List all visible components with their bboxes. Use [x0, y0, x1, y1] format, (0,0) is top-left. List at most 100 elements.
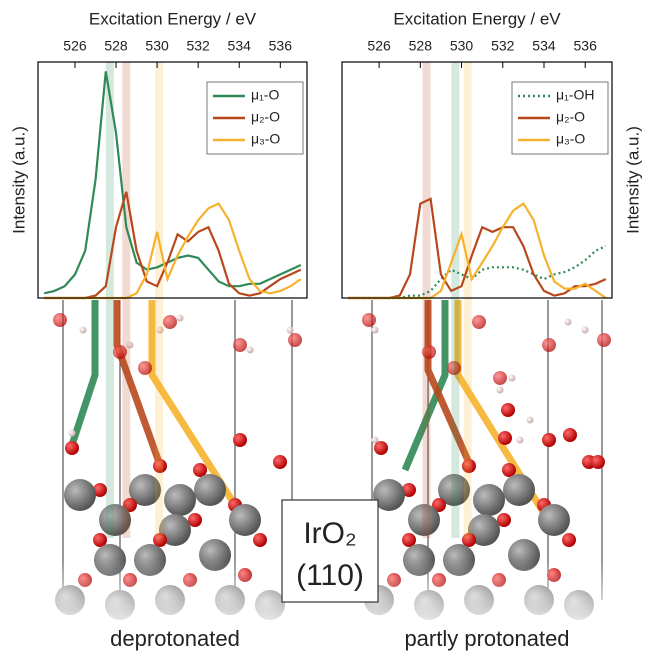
atom	[153, 459, 167, 473]
atom	[447, 361, 461, 375]
legend-label: μ₁-OH	[556, 87, 594, 103]
atom	[188, 513, 202, 527]
atom	[508, 374, 516, 382]
atom	[129, 474, 161, 506]
atom	[288, 333, 302, 347]
atom	[126, 341, 134, 349]
x-tick-label: 528	[409, 38, 433, 54]
atom	[562, 533, 576, 547]
series-line	[43, 71, 302, 295]
atom	[93, 483, 107, 497]
atom	[502, 463, 516, 477]
x-tick-label: 534	[228, 38, 252, 54]
x-tick-label: 526	[63, 38, 87, 54]
atom	[53, 313, 67, 327]
chart-title: Excitation Energy / eV	[89, 9, 257, 28]
atom	[371, 326, 379, 334]
atom	[193, 463, 207, 477]
atom	[497, 513, 511, 527]
legend-label: μ₁-O	[251, 87, 279, 103]
material-label: IrO₂	[303, 517, 356, 550]
atom	[153, 533, 167, 547]
plots: Excitation Energy / eV Intensity (a.u.) 52…	[9, 9, 642, 538]
connector	[68, 300, 99, 447]
atom	[374, 441, 388, 455]
connector	[424, 300, 474, 467]
highlight-band	[463, 62, 472, 538]
atom	[432, 498, 446, 512]
atom	[542, 433, 556, 447]
highlight-band	[155, 62, 164, 538]
legend-label: μ₃-O	[251, 131, 280, 147]
atom	[462, 459, 476, 473]
atom	[373, 479, 405, 511]
chart-title: Excitation Energy / eV	[393, 9, 561, 28]
caption: partly protonated	[404, 626, 569, 651]
atom	[64, 479, 96, 511]
atom	[402, 533, 416, 547]
atom	[229, 504, 261, 536]
atom	[402, 483, 416, 497]
atom	[493, 371, 507, 385]
atom	[462, 533, 476, 547]
atom	[501, 403, 515, 417]
atom	[246, 346, 254, 354]
structure-illustration	[0, 300, 648, 620]
atom	[273, 455, 287, 469]
atom	[79, 326, 87, 334]
legend-label: μ₃-O	[556, 131, 585, 147]
x-tick-label: 530	[145, 38, 169, 54]
atom	[159, 514, 191, 546]
caption: deprotonated	[110, 626, 240, 651]
x-tick-label: 532	[491, 38, 515, 54]
atom	[113, 345, 127, 359]
connector	[401, 300, 449, 472]
atom	[99, 504, 131, 536]
x-tick-label: 534	[532, 38, 556, 54]
atom	[597, 333, 611, 347]
atom	[538, 504, 570, 536]
atom	[516, 436, 524, 444]
x-tick-label: 526	[367, 38, 391, 54]
atom	[563, 428, 577, 442]
atom	[526, 416, 534, 424]
surface-label: (110)	[296, 559, 364, 592]
x-tick-label: 532	[186, 38, 210, 54]
atom	[138, 361, 152, 375]
legend-label: μ₂-O	[556, 109, 585, 125]
x-tick-label: 536	[269, 38, 293, 54]
connector	[113, 300, 164, 467]
atom	[503, 474, 535, 506]
x-tick-label: 536	[574, 38, 598, 54]
plot-frame	[341, 61, 613, 299]
atom	[496, 386, 504, 394]
atom	[468, 514, 500, 546]
atom	[93, 533, 107, 547]
legend-label: μ₂-O	[251, 109, 280, 125]
atom	[581, 326, 589, 334]
y-axis-label: Intensity (a.u.)	[623, 126, 642, 234]
atom	[438, 474, 470, 506]
atom	[591, 455, 605, 469]
connector	[148, 300, 238, 507]
atom	[253, 533, 267, 547]
atom	[194, 474, 226, 506]
y-axis-label: Intensity (a.u.)	[9, 126, 28, 234]
atom	[65, 441, 79, 455]
atom	[156, 326, 164, 334]
x-tick-label: 528	[104, 38, 128, 54]
highlight-band	[105, 62, 114, 538]
atom	[371, 436, 379, 444]
atom	[472, 315, 486, 329]
atom	[564, 318, 572, 326]
highlight-band	[122, 62, 131, 538]
atom	[68, 429, 76, 437]
atom	[163, 315, 177, 329]
atom	[473, 484, 505, 516]
connector	[454, 300, 548, 517]
plot-frame	[37, 61, 308, 299]
atom	[233, 338, 247, 352]
atom	[286, 326, 294, 334]
atom	[233, 433, 247, 447]
